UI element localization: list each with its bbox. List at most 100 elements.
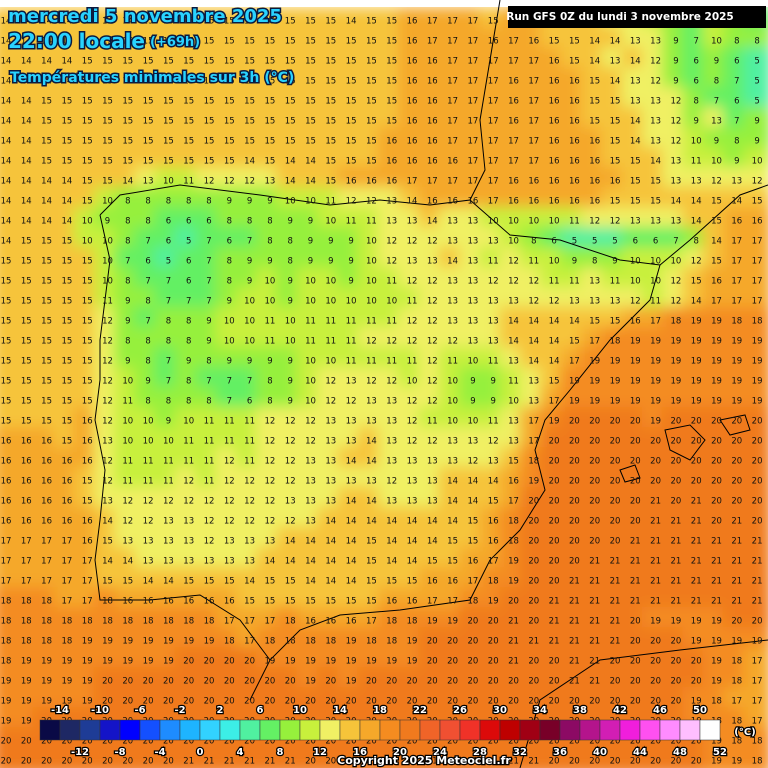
grid-value: 11 (569, 277, 580, 287)
grid-value: 11 (244, 417, 255, 427)
colorbar-cell (619, 719, 641, 741)
grid-value: 15 (549, 37, 560, 47)
grid-value: 14 (508, 337, 519, 347)
grid-value: 14 (589, 37, 600, 47)
grid-value: 5 (754, 97, 759, 107)
grid-value: 7 (206, 237, 211, 247)
grid-value: 14 (731, 197, 742, 207)
grid-value: 20 (549, 457, 560, 467)
grid-value: 14 (386, 537, 397, 547)
grid-value: 20 (569, 417, 580, 427)
grid-value: 13 (528, 377, 539, 387)
grid-value: 17 (61, 537, 72, 547)
grid-value: 17 (41, 537, 52, 547)
grid-value: 17 (752, 677, 763, 687)
grid-value: 15 (285, 37, 296, 47)
grid-value: 14 (21, 97, 32, 107)
grid-value: 9 (287, 377, 292, 387)
grid-value: 13 (102, 437, 113, 447)
grid-value: 16 (610, 177, 621, 187)
grid-value: 15 (61, 237, 72, 247)
grid-value: 12 (244, 177, 255, 187)
grid-value: 16 (386, 137, 397, 147)
grid-value: 17 (427, 177, 438, 187)
grid-value: 13 (650, 137, 661, 147)
grid-value: 9 (714, 57, 719, 67)
grid-value: 14 (325, 557, 336, 567)
grid-value: 13 (244, 557, 255, 567)
grid-value: 11 (386, 277, 397, 287)
grid-value: 20 (61, 757, 72, 767)
grid-value: 7 (145, 317, 150, 327)
grid-value: 12 (386, 337, 397, 347)
grid-value: 16 (467, 197, 478, 207)
grid-value: 21 (650, 557, 661, 567)
grid-value: 10 (346, 297, 357, 307)
lead-time: (+69h) (150, 35, 200, 50)
grid-value: 9 (227, 197, 232, 207)
grid-value: 15 (41, 297, 52, 307)
grid-value: 15 (204, 37, 215, 47)
grid-value: 18 (102, 597, 113, 607)
colorbar-cell (559, 719, 581, 741)
grid-value: 11 (386, 357, 397, 367)
grid-value: 6 (145, 257, 150, 267)
grid-value: 20 (264, 677, 275, 687)
grid-value: 10 (549, 217, 560, 227)
grid-value: 9 (287, 297, 292, 307)
grid-value: 16 (731, 217, 742, 227)
grid-value: 15 (467, 517, 478, 527)
colorbar-cell (399, 719, 421, 741)
colorbar-label: 38 (573, 705, 587, 716)
grid-value: 12 (325, 397, 336, 407)
colorbar-label: 14 (333, 705, 347, 716)
grid-value: 21 (711, 577, 722, 587)
grid-value: 16 (21, 457, 32, 467)
grid-value: 9 (308, 257, 313, 267)
grid-value: 15 (589, 117, 600, 127)
subtitle: Températures minimales sur 3h (°C) (10, 70, 294, 86)
grid-value: 20 (589, 437, 600, 447)
grid-value: 19 (711, 377, 722, 387)
grid-value: 19 (305, 677, 316, 687)
grid-value: 10 (102, 197, 113, 207)
grid-value: 15 (346, 137, 357, 147)
grid-value: 15 (82, 477, 93, 487)
grid-value: 8 (227, 257, 232, 267)
grid-value: 20 (752, 457, 763, 467)
grid-value: 9 (308, 237, 313, 247)
grid-value: 20 (752, 497, 763, 507)
grid-value: 17 (427, 597, 438, 607)
colorbar-cell (179, 719, 201, 741)
grid-value: 20 (163, 677, 174, 687)
grid-value: 10 (325, 217, 336, 227)
grid-value: 16 (1, 477, 12, 487)
grid-value: 13 (305, 517, 316, 527)
grid-value: 20 (467, 677, 478, 687)
grid-value: 21 (589, 637, 600, 647)
grid-value: 15 (82, 197, 93, 207)
grid-value: 12 (244, 477, 255, 487)
grid-value: 10 (650, 277, 661, 287)
grid-value: 5 (612, 237, 617, 247)
grid-value: 15 (224, 117, 235, 127)
grid-value: 15 (346, 57, 357, 67)
grid-value: 11 (346, 337, 357, 347)
grid-value: 18 (264, 637, 275, 647)
grid-value: 19 (122, 637, 133, 647)
grid-value: 9 (348, 277, 353, 287)
grid-value: 14 (305, 157, 316, 167)
grid-value: 10 (244, 317, 255, 327)
grid-value: 20 (528, 617, 539, 627)
grid-value: 14 (285, 157, 296, 167)
grid-value: 13 (143, 557, 154, 567)
grid-value: 16 (427, 157, 438, 167)
grid-value: 16 (569, 137, 580, 147)
grid-value: 20 (670, 457, 681, 467)
grid-value: 19 (650, 357, 661, 367)
grid-value: 14 (21, 117, 32, 127)
grid-value: 17 (407, 177, 418, 187)
colorbar-cell (259, 719, 281, 741)
grid-value: 10 (325, 277, 336, 287)
grid-value: 13 (163, 557, 174, 567)
